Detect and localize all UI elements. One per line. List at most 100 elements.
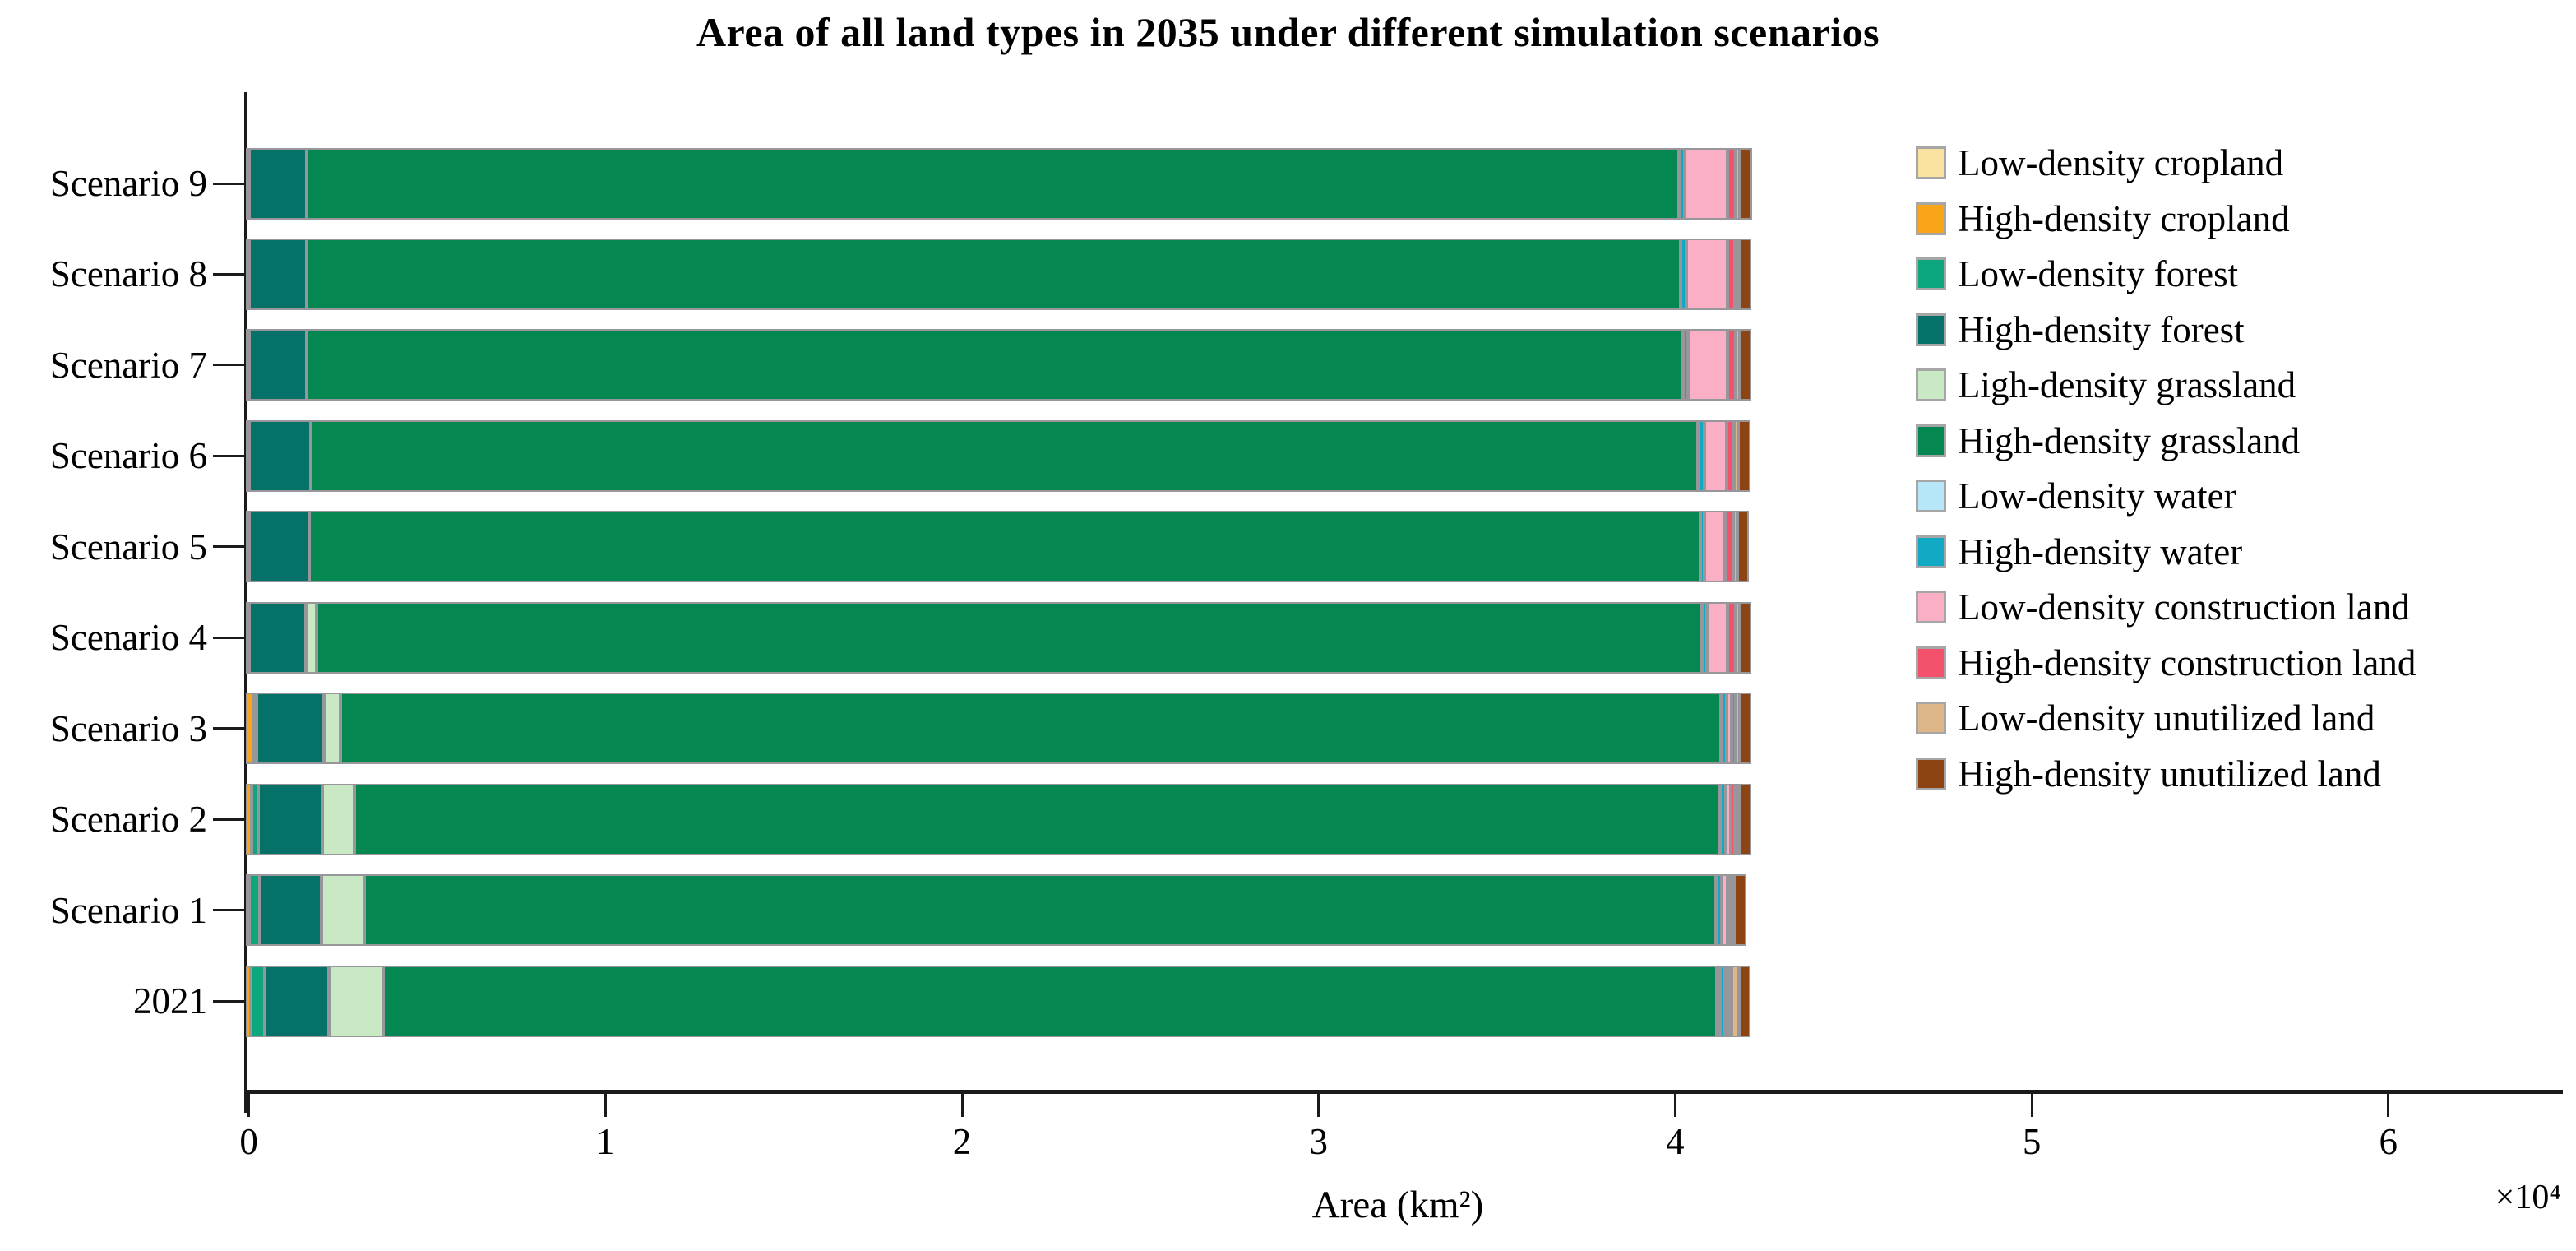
y-tick-mark [213, 727, 246, 730]
segment-high-density-water [1720, 693, 1727, 765]
segment-low-density-unutilized-land [1735, 238, 1740, 310]
segment-high-density-construction-land [1731, 783, 1735, 855]
legend-label: High-density grassland [1958, 419, 2301, 461]
segment-low-density-unutilized-land [1732, 511, 1738, 583]
legend-label: High-density construction land [1958, 642, 2416, 683]
segment-high-density-grassland [363, 874, 1716, 947]
legend-label: High-density cropland [1958, 197, 2290, 239]
segment-high-density-water [1679, 147, 1685, 220]
segment-high-density-unutilized-land [1734, 874, 1746, 947]
segment-high-density-water [1698, 419, 1704, 492]
segment-high-density-cropland [246, 238, 250, 310]
y-axis-line [244, 92, 247, 1113]
segment-low-density-construction-land [1721, 874, 1727, 947]
segment-high-density-construction-land [1727, 874, 1731, 947]
legend-item-high-density-forest: High-density forest [1916, 305, 2245, 354]
segment-low-density-construction-land [1704, 419, 1727, 492]
chart-title: Area of all land types in 2035 under dif… [696, 9, 1880, 55]
segment-high-density-grassland [306, 329, 1683, 401]
legend-swatch-icon [1916, 368, 1946, 401]
y-tick-label: Scenario 2 [49, 799, 207, 841]
y-tick-label: Scenario 6 [49, 435, 207, 477]
y-tick-label: Scenario 3 [49, 707, 207, 749]
legend-swatch-icon [1916, 202, 1946, 235]
y-tick-label: Scenario 9 [49, 163, 207, 204]
legend-swatch-icon [1916, 313, 1946, 346]
x-tick-label: 1 [596, 1121, 615, 1162]
segment-high-density-grassland [340, 693, 1721, 765]
segment-low-density-forest [250, 965, 265, 1037]
segment-high-density-cropland [246, 601, 249, 674]
legend-label: Low-density forest [1958, 253, 2239, 294]
segment-high-density-unutilized-land [1739, 693, 1752, 765]
legend-swatch-icon [1916, 591, 1946, 623]
x-axis-title: Area (km²) [1311, 1184, 1484, 1226]
segment-high-density-grassland [311, 419, 1699, 492]
segment-high-density-unutilized-land [1738, 419, 1750, 492]
x-tick-mark [247, 1094, 251, 1117]
segment-low-density-construction-land [1725, 965, 1729, 1037]
segment-high-density-cropland [246, 329, 250, 401]
segment-high-density-forest [264, 965, 329, 1037]
legend-swatch-icon [1916, 646, 1946, 679]
x-tick-label: 5 [2022, 1121, 2042, 1162]
x-tick-mark [1673, 1094, 1676, 1117]
segment-low-density-unutilized-land [1734, 419, 1739, 492]
segment-low-density-unutilized-land [1735, 147, 1741, 220]
segment-high-density-cropland [246, 874, 250, 947]
segment-high-density-forest [249, 147, 307, 220]
bar-scenario-4 [246, 601, 1752, 674]
segment-low-density-construction-land [1725, 783, 1732, 855]
segment-low-density-forest [251, 783, 258, 855]
segment-low-density-construction-land [1726, 693, 1732, 765]
segment-ligh-density-grassland [321, 783, 354, 855]
segment-high-density-unutilized-land [1738, 965, 1751, 1037]
legend-item-low-density-forest: Low-density forest [1916, 249, 2238, 299]
segment-high-density-water [1719, 783, 1726, 855]
legend-item-low-density-cropland: Low-density cropland [1916, 138, 2283, 188]
segment-high-density-construction-land [1727, 238, 1736, 310]
legend-swatch-icon [1916, 757, 1946, 790]
segment-high-density-unutilized-land [1740, 147, 1753, 220]
segment-high-density-construction-land [1727, 329, 1736, 401]
x-tick-label: 0 [239, 1121, 258, 1162]
legend-item-low-density-construction-land: Low-density construction land [1916, 582, 2410, 632]
x-tick-label: 6 [2379, 1121, 2398, 1162]
segment-high-density-forest [257, 783, 322, 855]
segment-high-density-unutilized-land [1737, 511, 1750, 583]
segment-high-density-water [1719, 965, 1726, 1037]
segment-high-density-forest [249, 419, 312, 492]
segment-low-density-construction-land [1684, 147, 1727, 220]
y-tick-mark [213, 999, 246, 1003]
segment-high-density-unutilized-land [1739, 329, 1752, 401]
segment-high-density-construction-land [1725, 511, 1733, 583]
segment-high-density-cropland [246, 965, 251, 1037]
segment-high-density-grassland [306, 147, 1680, 220]
x-tick-mark [960, 1094, 964, 1117]
segment-high-density-construction-land [1726, 419, 1735, 492]
legend-label: Low-density cropland [1958, 142, 2284, 183]
y-tick-mark [213, 909, 246, 912]
legend-swatch-icon [1916, 257, 1946, 290]
segment-high-density-construction-land [1732, 693, 1736, 765]
legend-swatch-icon [1916, 424, 1946, 457]
legend-label: Low-density water [1958, 475, 2236, 517]
y-tick-mark [213, 545, 246, 549]
legend-item-high-density-grassland: High-density grassland [1916, 416, 2300, 466]
segment-low-density-construction-land [1688, 329, 1727, 401]
legend-item-ligh-density-grassland: Ligh-density grassland [1916, 360, 2296, 410]
y-tick-mark [213, 272, 246, 276]
legend-swatch-icon [1916, 480, 1946, 512]
segment-high-density-forest [249, 511, 310, 583]
y-tick-mark [213, 364, 246, 367]
segment-high-density-forest [249, 601, 307, 674]
legend-item-high-density-water: High-density water [1916, 527, 2242, 577]
segment-high-density-water [1702, 601, 1707, 674]
segment-high-density-unutilized-land [1739, 783, 1751, 855]
x-tick-label: 2 [952, 1121, 972, 1162]
y-tick-label: Scenario 8 [49, 253, 207, 295]
legend-item-low-density-water: Low-density water [1916, 471, 2236, 521]
segment-low-density-unutilized-land [1736, 601, 1741, 674]
legend-item-low-density-unutilized-land: Low-density unutilized land [1916, 693, 2375, 743]
